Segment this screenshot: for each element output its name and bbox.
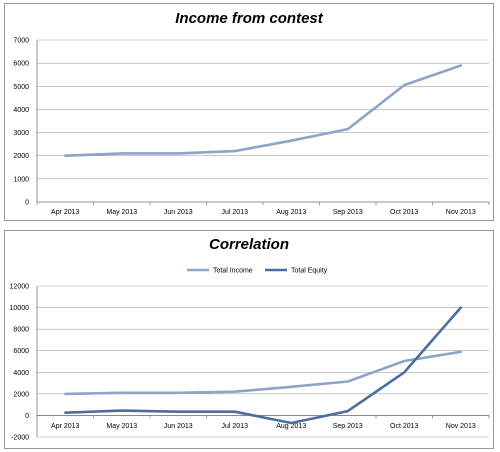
y-tick-label: 7000: [13, 38, 29, 45]
x-tick-label: Oct 2013: [390, 423, 419, 430]
x-tick-label: Aug 2013: [276, 209, 306, 216]
y-tick-label: -2000: [11, 435, 29, 442]
x-tick-label: Apr 2013: [51, 209, 80, 216]
x-tick-label: Sep 2013: [333, 209, 363, 216]
correlation-chart: Correlation -2000 0 2000 4000 6000 8000 10000 1…: [4, 230, 494, 449]
x-tick-label: Apr 2013: [51, 423, 80, 430]
y-tick-label: 3000: [13, 130, 29, 137]
x-tick-label: Jun 2013: [164, 209, 193, 216]
chart-title: Income from contest: [175, 10, 323, 27]
legend-label: Total Equity: [291, 268, 328, 275]
y-tick-label: 2000: [13, 153, 29, 160]
x-tick-label: Jun 2013: [164, 423, 193, 430]
y-tick-label: 6000: [13, 348, 29, 355]
y-tick-label: 12000: [10, 284, 30, 291]
legend-label: Total Income: [213, 268, 253, 275]
correlation-chart-plot: -2000 0 2000 4000 6000 8000 10000 12000 Apr 2013…: [10, 268, 490, 442]
x-tick-label: Nov 2013: [446, 209, 476, 216]
x-tick-label: Jul 2013: [222, 423, 249, 430]
series-line-total-equity: [63, 306, 463, 425]
y-tick-label: 8000: [13, 327, 29, 334]
income-chart: Income from contest 0 1000 2000 3000 4000 500…: [4, 3, 494, 221]
x-tick-label: Jul 2013: [222, 209, 249, 216]
x-tick-label: Nov 2013: [446, 423, 476, 430]
series-line: [63, 64, 463, 157]
chart-title: Correlation: [208, 236, 289, 253]
x-tick-label: Oct 2013: [390, 209, 419, 216]
y-tick-label: 10000: [10, 305, 30, 312]
y-tick-label: 0: [25, 200, 29, 207]
y-tick-label: 1000: [13, 176, 29, 183]
y-tick-label: 4000: [13, 107, 29, 114]
y-tick-label: 6000: [13, 61, 29, 68]
x-tick-label: Aug 2013: [276, 423, 306, 430]
y-tick-label: 0: [25, 413, 29, 420]
series-line-total-income: [63, 350, 463, 396]
y-tick-label: 4000: [13, 370, 29, 377]
y-tick-label: 5000: [13, 84, 29, 91]
x-tick-label: Sep 2013: [333, 423, 363, 430]
income-chart-plot: 0 1000 2000 3000 4000 5000 6000 7000 Apr 2013 May…: [13, 38, 490, 216]
x-tick-label: May 2013: [106, 423, 137, 430]
y-tick-label: 2000: [13, 391, 29, 398]
x-tick-label: May 2013: [106, 209, 137, 216]
